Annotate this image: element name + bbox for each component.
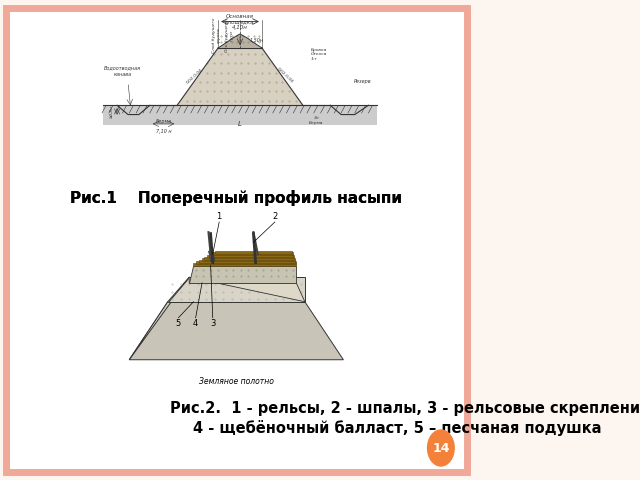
Text: Водоотводная
канава: Водоотводная канава	[104, 66, 141, 76]
Text: 1: 1	[216, 212, 222, 221]
Polygon shape	[199, 260, 295, 263]
Text: 5: 5	[176, 319, 181, 328]
Polygon shape	[202, 258, 294, 261]
Polygon shape	[129, 302, 344, 360]
Polygon shape	[129, 277, 189, 360]
Text: Бровка
Откоса
1:т: Бровка Откоса 1:т	[311, 48, 327, 60]
Text: Слой будущего
грунта: Слой будущего грунта	[212, 18, 221, 53]
Text: Резерв: Резерв	[354, 80, 372, 84]
Text: Рис.2.  1 - рельсы, 2 - шпалы, 3 - рельсовые скрепления,: Рис.2. 1 - рельсы, 2 - шпалы, 3 - рельсо…	[170, 400, 640, 416]
Text: L: L	[238, 121, 242, 127]
Text: 3: 3	[210, 319, 216, 328]
Polygon shape	[189, 265, 296, 283]
Text: Берма: Берма	[156, 119, 172, 124]
Polygon shape	[168, 277, 305, 302]
Polygon shape	[204, 257, 294, 260]
Text: Рис.1    Поперечный профиль насыпи: Рис.1 Поперечный профиль насыпи	[70, 190, 403, 206]
Text: Земляное полотно: Земляное полотно	[199, 377, 274, 386]
Text: Ось будущего
пути: Ось будущего пути	[225, 19, 234, 52]
Text: 7,10 н: 7,10 н	[156, 129, 172, 133]
Polygon shape	[189, 277, 305, 302]
Text: 2: 2	[272, 212, 278, 221]
Polygon shape	[212, 252, 292, 255]
Text: Рис.1    Поперечный профиль насыпи: Рис.1 Поперечный профиль насыпи	[70, 190, 403, 206]
Text: 0,02-0,04: 0,02-0,04	[186, 67, 204, 84]
Text: 0,02-0,04: 0,02-0,04	[276, 67, 294, 84]
Text: 4 - щебёночный балласт, 5 – песчаная подушка: 4 - щебёночный балласт, 5 – песчаная под…	[193, 420, 602, 436]
Polygon shape	[218, 34, 262, 48]
Polygon shape	[177, 48, 303, 105]
FancyBboxPatch shape	[6, 8, 467, 472]
Text: ≥0,8н: ≥0,8н	[109, 105, 113, 118]
Text: Основная
площадка
4,10н: Основная площадка 4,10н	[225, 14, 255, 30]
Text: 3н
Берма: 3н Берма	[309, 117, 324, 125]
Circle shape	[428, 430, 454, 466]
Polygon shape	[209, 254, 293, 257]
Text: 1,50н: 1,50н	[250, 38, 264, 43]
Text: 4: 4	[193, 319, 198, 328]
Polygon shape	[215, 251, 292, 254]
Polygon shape	[193, 263, 296, 265]
Polygon shape	[104, 105, 376, 125]
Polygon shape	[196, 261, 296, 264]
Polygon shape	[209, 251, 215, 261]
Text: 14: 14	[432, 442, 450, 455]
Polygon shape	[207, 255, 294, 258]
